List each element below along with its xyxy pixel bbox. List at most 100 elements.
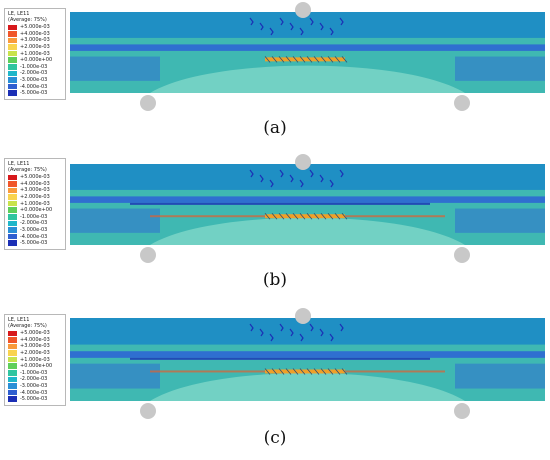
strip-hatch [313,212,320,220]
legend-label: -3.000e-03 [20,227,48,234]
legend-swatch [8,194,17,200]
legend-subtitle: (Average: 75%) [8,17,47,23]
legend-entry: -2.000e-03 [8,220,62,227]
crack-mark [259,328,264,337]
legend-title: LE, LE11 [8,11,30,17]
strip-hatch [285,212,292,220]
legend-swatch [8,389,17,396]
legend-swatch [8,396,17,403]
legend-label: -2.000e-03 [20,70,48,77]
legend-subtitle: (Average: 75%) [8,167,47,173]
crack-mark [289,174,294,183]
legend-label: +1.000e-03 [20,200,50,207]
strain-band-right [345,215,445,218]
crack-mark [249,169,254,178]
legend-swatch [8,363,17,370]
strip-hatch [278,212,285,220]
crack-mark [339,17,344,26]
tension-zone [150,217,465,245]
legend-entry: -1.000e-03 [8,64,62,71]
legend-swatch [8,376,17,383]
legend-swatch [8,57,17,64]
crack-mark [279,323,284,332]
legend-entry: +3.000e-03 [8,187,62,194]
legend-swatch [8,50,17,57]
legend-label: -3.000e-03 [20,383,48,390]
strip-hatch [292,212,299,220]
legend-swatch [8,37,17,44]
strip-hatch [271,368,278,375]
legend-label: -5.000e-03 [20,396,48,403]
panel-b: LE, LE11 (Average: 75%) +5.000e-03 +4.000… [0,150,550,302]
legend-label: -5.000e-03 [20,90,48,97]
crack-mark [309,323,314,332]
right-support [454,403,470,419]
crack-mark [279,169,284,178]
panel-a: LE, LE11 (Average: 75%) +5.000e-03 +4.000… [0,0,550,150]
strip-hatch [306,212,313,220]
legend-entry: -1.000e-03 [8,370,62,377]
legend-entry: +2.000e-03 [8,350,62,357]
strip-hatch [306,368,313,375]
crack-mark [309,169,314,178]
strip-hatch [313,368,320,375]
legend-label: +1.000e-03 [20,356,50,363]
legend-entry: +1.000e-03 [8,200,62,207]
legend-swatch [8,356,17,363]
crack-mark [289,328,294,337]
compressive-line [130,357,430,360]
legend-swatch [8,31,17,37]
legend-entry: -5.000e-03 [8,396,62,403]
left-end-zone [70,56,160,81]
legend-entry: +5.000e-03 [8,330,62,337]
legend-label: +5.000e-03 [20,330,50,337]
strip-hatch [271,212,278,220]
panel-c: LE, LE11 (Average: 75%) +5.000e-03 +4.000… [0,306,550,460]
crack-mark [259,174,264,183]
legend-label: -4.000e-03 [20,233,48,240]
neutral-band [70,196,545,203]
strip-hatch [299,212,306,220]
legend-swatch [8,207,17,214]
legend-label: +3.000e-03 [20,37,50,44]
legend-swatch [8,64,17,70]
compressive-line [130,202,430,205]
strain-band-left [150,370,265,373]
strip-hatch [327,56,334,63]
panel-caption-a: (a) [263,118,287,138]
legend-swatch [8,370,17,376]
right-end-zone [455,208,545,233]
strip-hatch [264,212,271,220]
legend-entry: +5.000e-03 [8,24,62,31]
beam-contour-a [70,2,545,111]
legend-label: +2.000e-03 [20,44,50,51]
strip-hatch [327,368,334,375]
legend-swatch [8,187,17,194]
crack-mark [329,27,334,36]
strip-hatch [320,368,327,375]
legend-swatch [8,181,17,187]
crack-mark [319,22,324,31]
strip-hatch [264,56,271,63]
legend-entry: +0.000e+00 [8,207,62,214]
legend-swatch [8,233,17,240]
right-end-zone [455,363,545,389]
legend-entry: +2.000e-03 [8,194,62,201]
right-end-zone [455,56,545,81]
legend-entry: +1.000e-03 [8,50,62,57]
crack-mark [309,17,314,26]
legend-entry: -2.000e-03 [8,376,62,383]
legend-swatch [8,337,17,343]
tension-zone [150,372,465,401]
legend-swatch [8,174,17,181]
strip-hatch [334,368,341,375]
legend-entry: -2.000e-03 [8,70,62,77]
strip-hatch [278,368,285,375]
strip-hatch [341,368,348,375]
legend-entry: +0.000e+00 [8,363,62,370]
strip-hatch [299,56,306,63]
legend-label: +1.000e-03 [20,50,50,57]
crack-mark [259,22,264,31]
loading-point [295,308,311,324]
legend-label: +4.000e-03 [20,336,50,343]
